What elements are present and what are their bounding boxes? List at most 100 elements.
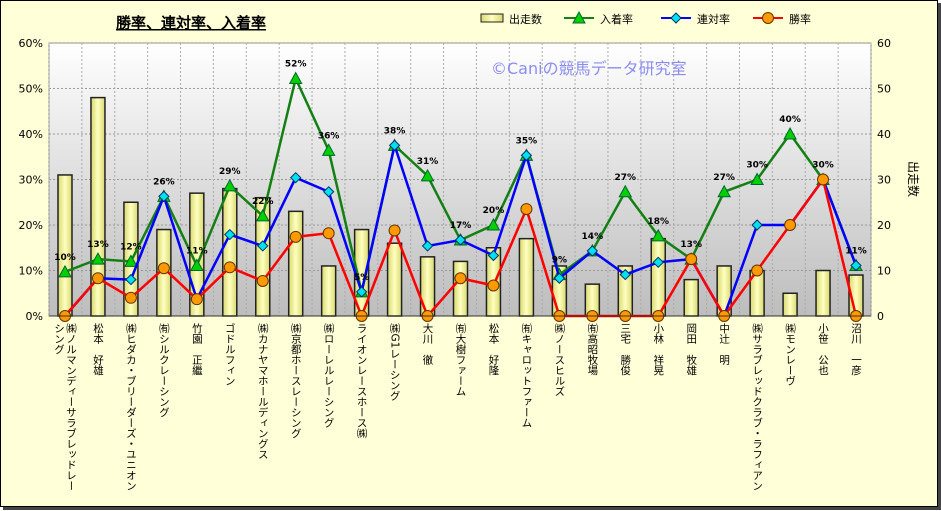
point-triangle (58, 264, 72, 278)
point-diamond (388, 139, 401, 152)
point-triangle (222, 178, 237, 192)
bar-出走数 (57, 174, 73, 317)
x-tick-label: 松本 好隆 (487, 323, 500, 376)
point-diamond (751, 219, 763, 231)
x-tick-label: 松本 好雄 (91, 323, 104, 376)
chart-title: 勝率、連対率、入着率 (116, 14, 266, 32)
bar-出走数 (419, 256, 436, 317)
point-triangle (124, 254, 138, 267)
y-right-tick-label: 10 (877, 265, 891, 278)
bar-出走数 (782, 292, 798, 317)
bar-出走数 (650, 237, 666, 317)
data-label: 9% (552, 256, 567, 266)
point-triangle (572, 10, 586, 24)
point-circle (388, 224, 401, 237)
x-tick-label: 沼川 一彦 (850, 323, 862, 376)
data-label: 10% (54, 253, 76, 263)
bar-出走数 (452, 260, 469, 317)
point-circle (256, 274, 269, 287)
point-triangle (783, 126, 797, 140)
point-circle (762, 12, 774, 24)
point-diamond (553, 272, 566, 284)
point-diamond (454, 234, 467, 246)
y-left-tick-label: 10% (19, 265, 43, 278)
point-triangle (255, 208, 270, 222)
point-circle (520, 203, 533, 216)
bar-出走数 (518, 237, 535, 317)
point-triangle (717, 184, 732, 198)
point-triangle (486, 217, 501, 231)
legend-swatch-bar (480, 13, 504, 23)
x-tick-label: ㈱ローレルレーシング (322, 323, 335, 428)
watermark: ©Caniの競馬データ研究室 (491, 59, 687, 78)
x-tick-label: ライオンレースホース㈱ (355, 323, 368, 439)
x-tick-label: ㈱カナヤマホールディングス (256, 323, 269, 460)
point-circle (91, 272, 104, 285)
data-label: 11% (845, 246, 867, 256)
x-tick-label: ㈱ヒダカ・ブリーダーズ・ユニオン (124, 323, 137, 491)
point-circle (223, 261, 236, 274)
x-tick-label: ㈱ノルマンディーサラブレッドレーシング (53, 323, 77, 491)
data-label: 13% (87, 240, 109, 250)
y-right-tick-label: 60 (877, 37, 891, 50)
data-label: 22% (252, 197, 274, 207)
x-tick-label: ㈱G1レーシング (388, 323, 401, 401)
x-tick-label: ㈲キャロットファーム (520, 323, 533, 428)
y-right-tick-label: 40 (877, 128, 891, 141)
point-triangle (321, 143, 336, 156)
legend-label: 出走数 (509, 12, 542, 26)
y-right-tick-label: 0 (877, 310, 884, 323)
data-label: 29% (219, 167, 241, 177)
point-diamond (487, 249, 500, 262)
x-tick-label: ㈲高昭牧場 (586, 323, 599, 376)
y-left-tick-label: 30% (19, 174, 43, 187)
point-triangle (618, 184, 633, 198)
point-circle (817, 173, 830, 186)
point-diamond (290, 171, 302, 184)
x-tick-label: 三宅 勝俊 (619, 323, 632, 376)
x-tick-label: ㈱モンレーヴ (784, 323, 797, 386)
data-label: 14% (582, 232, 604, 242)
legend-label: 入着率 (600, 12, 633, 26)
data-label: 40% (779, 115, 801, 125)
point-diamond (520, 149, 533, 162)
x-tick-label: 小笹 公也 (817, 323, 830, 376)
bar-出走数 (815, 269, 831, 317)
data-label: 35% (516, 136, 538, 146)
point-diamond (619, 268, 631, 281)
x-tick-label: 大川 徹 (421, 323, 434, 365)
data-label: 38% (384, 126, 406, 136)
point-triangle (288, 71, 303, 84)
point-circle (289, 230, 302, 243)
y-left-tick-label: 50% (19, 83, 43, 96)
x-tick-label: ㈱サラブレッドクラブ・ラフィアン (751, 323, 764, 491)
x-tick-label: 中辻 明 (718, 323, 731, 365)
point-diamond (322, 186, 335, 198)
y-right-tick-label: 20 (877, 219, 891, 232)
data-label: 30% (746, 161, 768, 171)
point-diamond (355, 286, 368, 298)
bar-出走数 (287, 210, 304, 317)
data-label: 20% (483, 206, 505, 216)
x-tick-label: ㈲シルクレーシング (157, 323, 170, 418)
point-diamond (670, 12, 682, 24)
data-label: 26% (153, 177, 175, 187)
data-label: 13% (680, 240, 702, 250)
y-left-tick-label: 0% (26, 310, 43, 323)
bar-出走数 (320, 265, 337, 317)
bar-出走数 (683, 278, 699, 317)
point-diamond (158, 190, 170, 203)
legend: 出走数 入着率 連対率 勝率 (480, 10, 811, 26)
point-circle (487, 279, 500, 292)
data-label: 36% (318, 131, 340, 141)
point-triangle (189, 258, 204, 271)
data-label: 27% (615, 173, 637, 183)
point-diamond (586, 245, 599, 257)
legend-label: 連対率 (697, 12, 730, 26)
data-label: 11% (186, 246, 208, 256)
y-left-tick-label: 60% (19, 37, 43, 50)
point-diamond (421, 240, 434, 252)
data-label: 27% (713, 173, 735, 183)
x-tick-label: 小林 祥晃 (652, 323, 665, 376)
